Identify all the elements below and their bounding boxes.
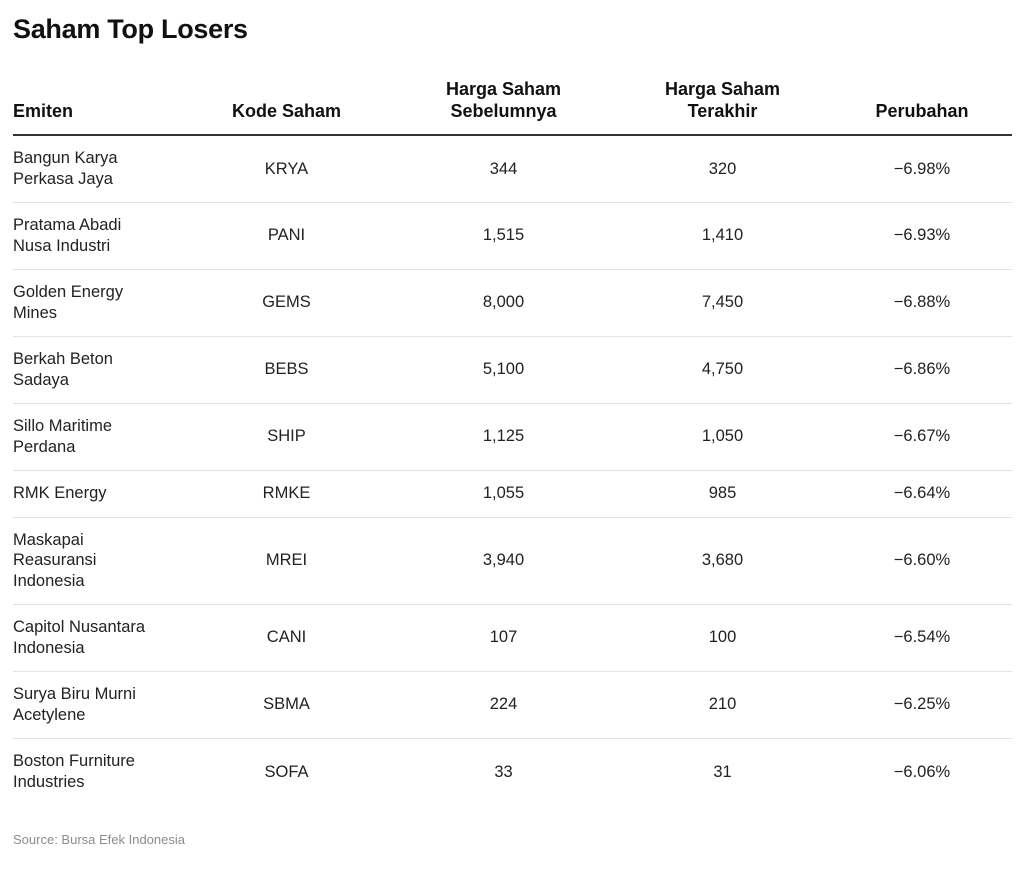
cell-harga-sebelumnya: 33	[494, 762, 513, 781]
cell-emiten: Surya Biru Murni Acetylene	[13, 671, 179, 739]
cell-emiten: Maskapai Reasuransi Indonesia	[13, 517, 179, 605]
cell-harga-sebelumnya: 1,515	[394, 202, 613, 270]
cell-kode-saham: SBMA	[179, 671, 394, 739]
cell-harga-sebelumnya: 3,940	[394, 517, 613, 605]
header-harga-sebelumnya: Harga Saham Sebelumnya	[394, 76, 613, 136]
cell-emiten: Golden Energy Mines	[13, 269, 179, 337]
cell-emiten: RMK Energy	[13, 470, 179, 518]
table-row: Bangun Karya Perkasa Jaya KRYA 344 320 −6.98%	[13, 135, 1012, 203]
cell-kode-saham: GEMS	[179, 269, 394, 337]
emiten-name-line: Boston Furniture	[13, 752, 135, 771]
cell-harga-sebelumnya: 5,100	[394, 336, 613, 404]
cell-perubahan: −6.25%	[832, 671, 1012, 739]
cell-harga-sebelumnya: 1,125	[394, 403, 613, 471]
cell-kode-saham: BEBS	[179, 336, 394, 404]
cell-harga-terakhir: 1,410	[613, 202, 832, 270]
cell-harga-terakhir: 1,050	[613, 403, 832, 471]
cell-perubahan: −6.67%	[832, 403, 1012, 471]
cell-harga-sebelumnya: 224	[394, 671, 613, 739]
emiten-name-line: Perdana	[13, 437, 76, 456]
cell-harga-terakhir: 7,450	[613, 269, 832, 337]
header-row: Emiten Kode Saham Harga Saham Sebelumnya …	[13, 76, 1012, 136]
cell-harga-terakhir: 210	[613, 671, 832, 739]
table-row: Sillo Maritime Perdana SHIP 1,125 1,050 −6.67…	[13, 403, 1012, 471]
cell-kode-saham: MREI	[179, 517, 394, 605]
emiten-name-line: Perkasa Jaya	[13, 169, 113, 188]
cell-emiten: Sillo Maritime Perdana	[13, 403, 179, 471]
table-row: Pratama Abadi Nusa Industri PANI 1,515 1,410…	[13, 202, 1012, 270]
emiten-name-line: Sadaya	[13, 370, 69, 389]
cell-perubahan: −6.86%	[832, 336, 1012, 404]
cell-perubahan: −6.64%	[832, 470, 1012, 518]
cell-perubahan: −6.88%	[832, 269, 1012, 337]
cell-harga-terakhir: 31	[713, 762, 732, 781]
emiten-name-line: Berkah Beton	[13, 350, 113, 368]
cell-harga-terakhir: 320	[613, 135, 832, 203]
cell-emiten: Berkah Beton Sadaya	[13, 336, 179, 404]
cell-perubahan: −6.06%	[893, 762, 951, 781]
emiten-name-line: Maskapai	[13, 530, 84, 549]
header-perubahan: Perubahan	[832, 76, 1012, 136]
cell-perubahan: −6.93%	[832, 202, 1012, 270]
emiten-name-line: Industries	[13, 772, 85, 791]
emiten-name-line: Surya Biru Murni	[13, 685, 136, 703]
table-row: RMK Energy RMKE 1,055 985 −6.64%	[13, 470, 1012, 518]
emiten-name-line: Indonesia	[13, 571, 85, 590]
emiten-name-line: Reasuransi	[13, 551, 97, 570]
cell-emiten: Capitol Nusantara Indonesia	[13, 604, 179, 672]
cell-harga-terakhir: 3,680	[613, 517, 832, 605]
cell-harga-terakhir: 100	[613, 604, 832, 672]
cell-perubahan: −6.54%	[832, 604, 1012, 672]
table-row: Boston Furniture Industries SOFA 33 31 −6.06%	[13, 738, 1012, 805]
emiten-name-line: Sillo Maritime	[13, 417, 113, 435]
source-note: Source: Bursa Efek Indonesia	[13, 832, 185, 847]
emiten-name-line: Mines	[13, 303, 58, 322]
cell-harga-sebelumnya: 1,055	[394, 470, 613, 518]
table-row: Maskapai Reasuransi Indonesia MREI 3,940 3,68…	[13, 517, 1012, 605]
cell-harga-sebelumnya: 344	[394, 135, 613, 203]
header-harga-terakhir: Harga Saham Terakhir	[613, 76, 832, 136]
emiten-name-line: Acetylene	[13, 705, 86, 724]
cell-harga-sebelumnya: 107	[394, 604, 613, 672]
cell-emiten: Pratama Abadi Nusa Industri	[13, 202, 179, 270]
cell-emiten: Boston Furniture Industries	[13, 738, 179, 805]
cell-kode-saham: PANI	[179, 202, 394, 270]
emiten-name-line: Golden Energy	[13, 283, 124, 301]
cell-harga-terakhir: 4,750	[613, 336, 832, 404]
table-row: Capitol Nusantara Indonesia CANI 107 100 −6.5…	[13, 604, 1012, 672]
cell-emiten: Bangun Karya Perkasa Jaya	[13, 135, 179, 203]
header-kode-saham: Kode Saham	[179, 76, 394, 136]
cell-perubahan: −6.98%	[832, 135, 1012, 203]
table-row: Berkah Beton Sadaya BEBS 5,100 4,750 −6.86%	[13, 336, 1012, 404]
cell-harga-terakhir: 985	[613, 470, 832, 518]
emiten-name-line: Indonesia	[13, 638, 85, 657]
cell-kode-saham: SOFA	[264, 762, 309, 781]
cell-kode-saham: CANI	[179, 604, 394, 672]
cell-kode-saham: SHIP	[179, 403, 394, 471]
cell-kode-saham: RMKE	[179, 470, 394, 518]
table-row: Golden Energy Mines GEMS 8,000 7,450 −6.88%	[13, 269, 1012, 337]
emiten-name-line: RMK Energy	[13, 484, 107, 503]
table-row: Surya Biru Murni Acetylene SBMA 224 210 −6.25…	[13, 671, 1012, 739]
emiten-name-line: Nusa Industri	[13, 236, 111, 255]
chart-title: Saham Top Losers	[13, 14, 248, 44]
emiten-name-line: Bangun Karya	[13, 149, 118, 168]
header-emiten: Emiten	[13, 76, 179, 136]
emiten-name-line: Capitol Nusantara	[13, 618, 146, 636]
emiten-name-line: Pratama Abadi	[13, 216, 122, 234]
cell-perubahan: −6.60%	[832, 517, 1012, 605]
cell-harga-sebelumnya: 8,000	[394, 269, 613, 337]
top-losers-table: Emiten Kode Saham Harga Saham Sebelumnya …	[13, 76, 1012, 805]
cell-kode-saham: KRYA	[179, 135, 394, 203]
